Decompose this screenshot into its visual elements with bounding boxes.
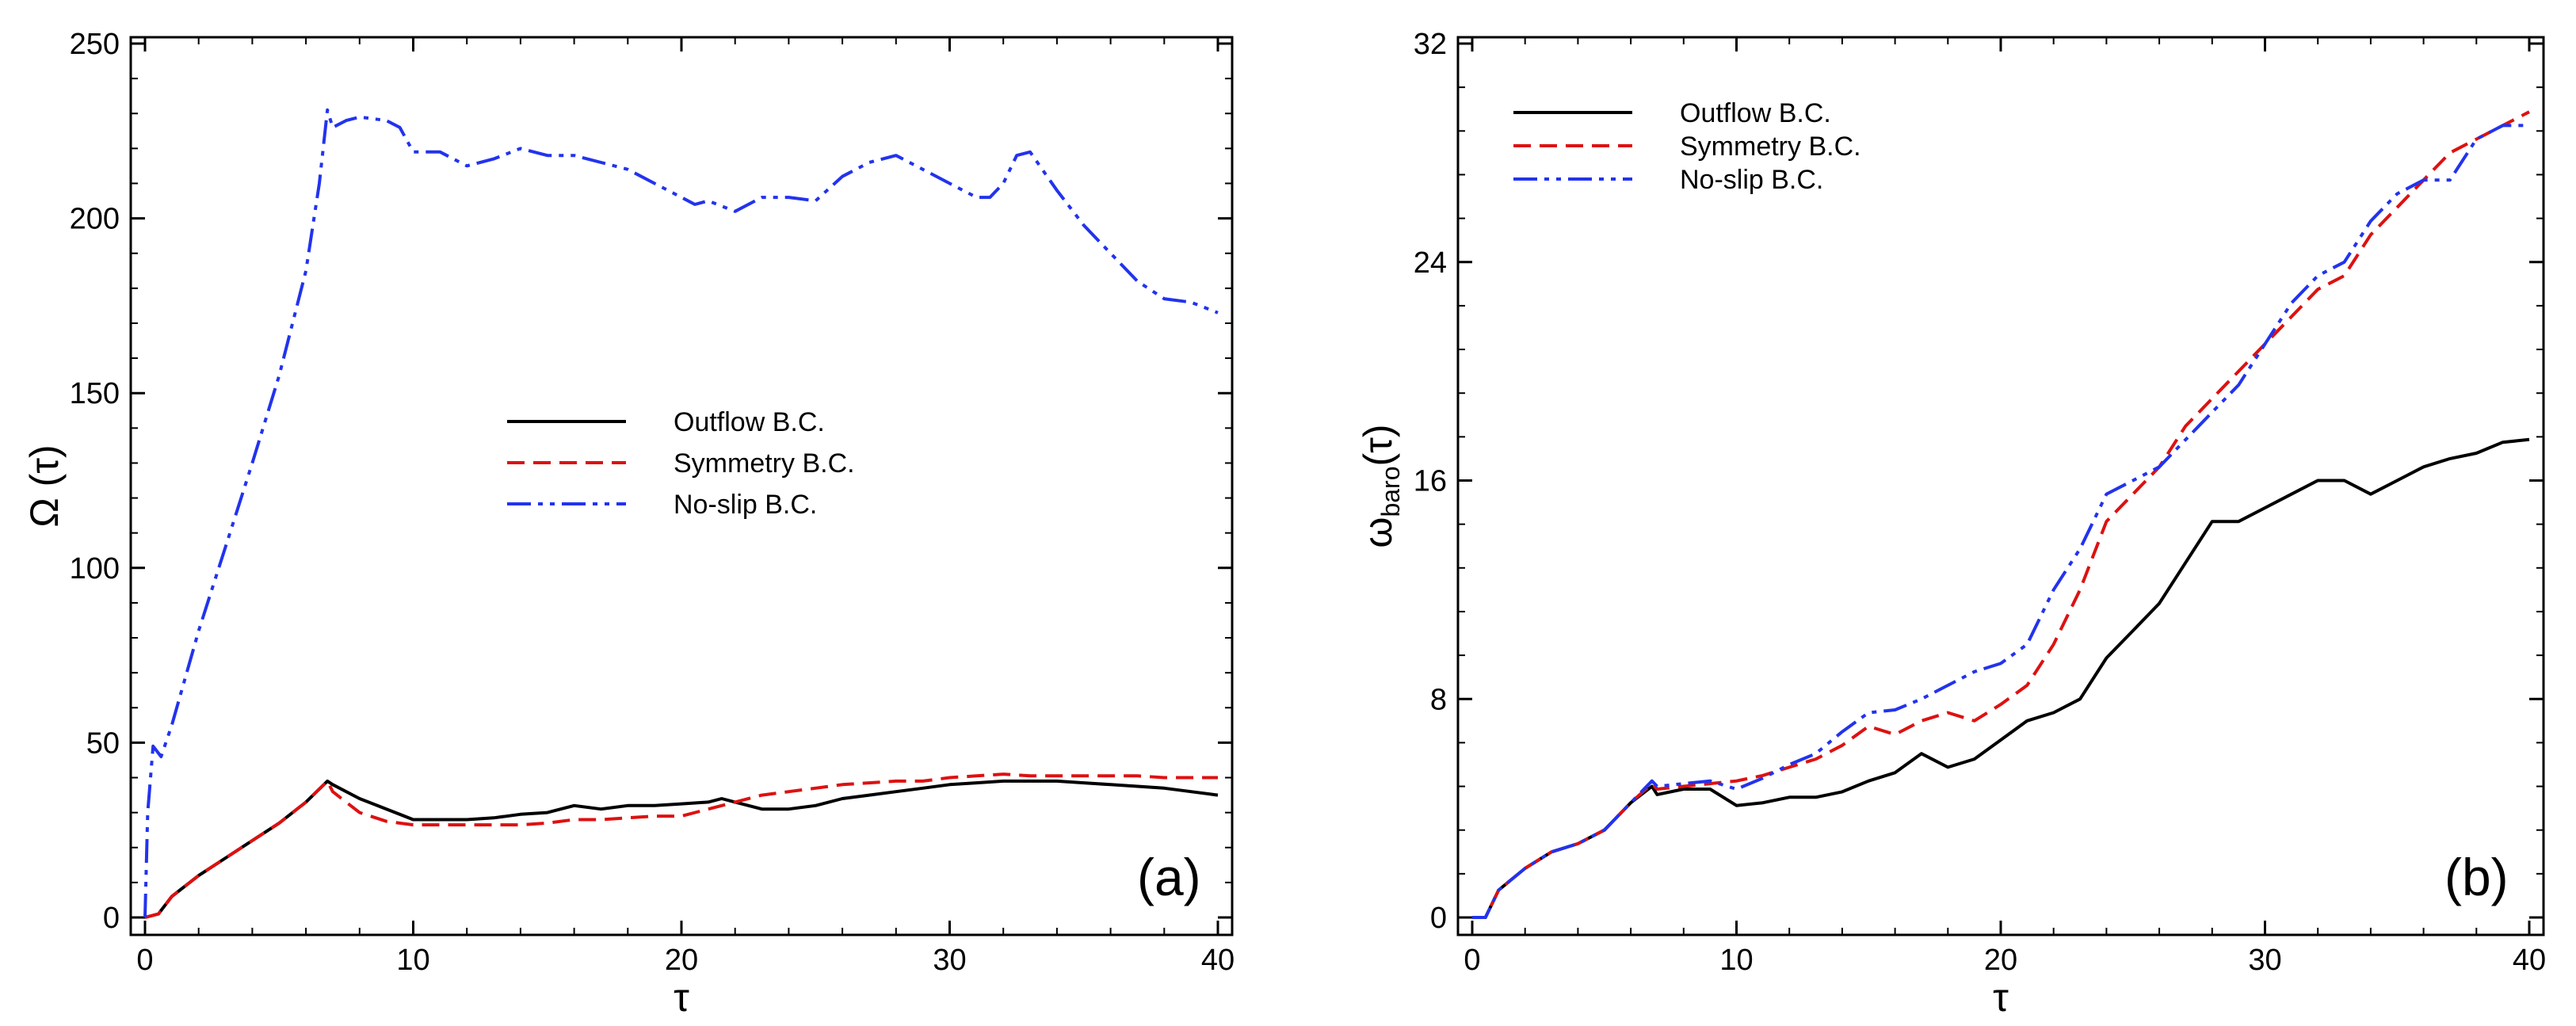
x-tick-label: 40 (1201, 944, 1235, 977)
x-tick-label: 0 (136, 944, 153, 977)
panel-label: (a) (1137, 848, 1201, 906)
legend-label: Outflow B.C. (1680, 98, 1831, 128)
plot-frame (1456, 36, 2545, 936)
y-axis-title: Ω (τ) (22, 444, 67, 527)
y-tick-label: 100 (70, 552, 120, 585)
x-tick-label: 10 (1719, 944, 1753, 977)
series-line-symmetry-b-c (144, 772, 1218, 919)
plot-frame (129, 36, 1234, 936)
series-line-symmetry-b-c (1472, 110, 2530, 919)
y-tick-label: 0 (1430, 902, 1447, 935)
series-line-outflow-b-c (1472, 437, 2530, 919)
y-tick-label: 0 (103, 902, 120, 935)
y-tick-label: 250 (70, 28, 120, 61)
x-tick-label: 0 (1464, 944, 1480, 977)
legend-label: Outflow B.C. (674, 407, 825, 437)
x-axis-title: τ (674, 975, 689, 1020)
series-line-no-slip-b-c (1472, 124, 2529, 919)
legend-label: Symmetry B.C. (674, 448, 855, 479)
legend-label: No-slip B.C. (1680, 165, 1823, 195)
y-tick-label: 200 (70, 203, 120, 236)
x-tick-label: 30 (2248, 944, 2281, 977)
x-tick-label: 30 (933, 944, 966, 977)
chart-panel-b: 0 10 20 30 40 0 8 16 24 32 τ ωbaro(τ) Outflow B.C. Sy… (1356, 28, 2546, 1020)
panel-label: (b) (2444, 848, 2509, 906)
x-tick-label: 20 (665, 944, 698, 977)
y-tick-label: 150 (70, 377, 120, 410)
series-line-no-slip-b-c (143, 108, 1219, 918)
legend-label: No-slip B.C. (674, 490, 817, 520)
x-tick-label: 20 (1984, 944, 2017, 977)
legend-label: Symmetry B.C. (1680, 132, 1861, 162)
y-tick-label: 50 (86, 727, 120, 760)
y-tick-label: 32 (1414, 28, 1447, 61)
x-axis-title: τ (1993, 975, 2009, 1020)
y-tick-label: 16 (1414, 465, 1447, 498)
chart-panel-a: 0 10 20 30 40 0 50 100 150 200 250 τ Ω (τ) Outflow B.… (22, 28, 1235, 1020)
y-tick-label: 24 (1414, 246, 1447, 280)
series-line-outflow-b-c (144, 779, 1219, 919)
x-tick-label: 40 (2513, 944, 2546, 977)
y-axis-title: ωbaro(τ) (1356, 424, 1405, 547)
y-tick-label: 8 (1430, 683, 1447, 716)
x-tick-label: 10 (396, 944, 429, 977)
